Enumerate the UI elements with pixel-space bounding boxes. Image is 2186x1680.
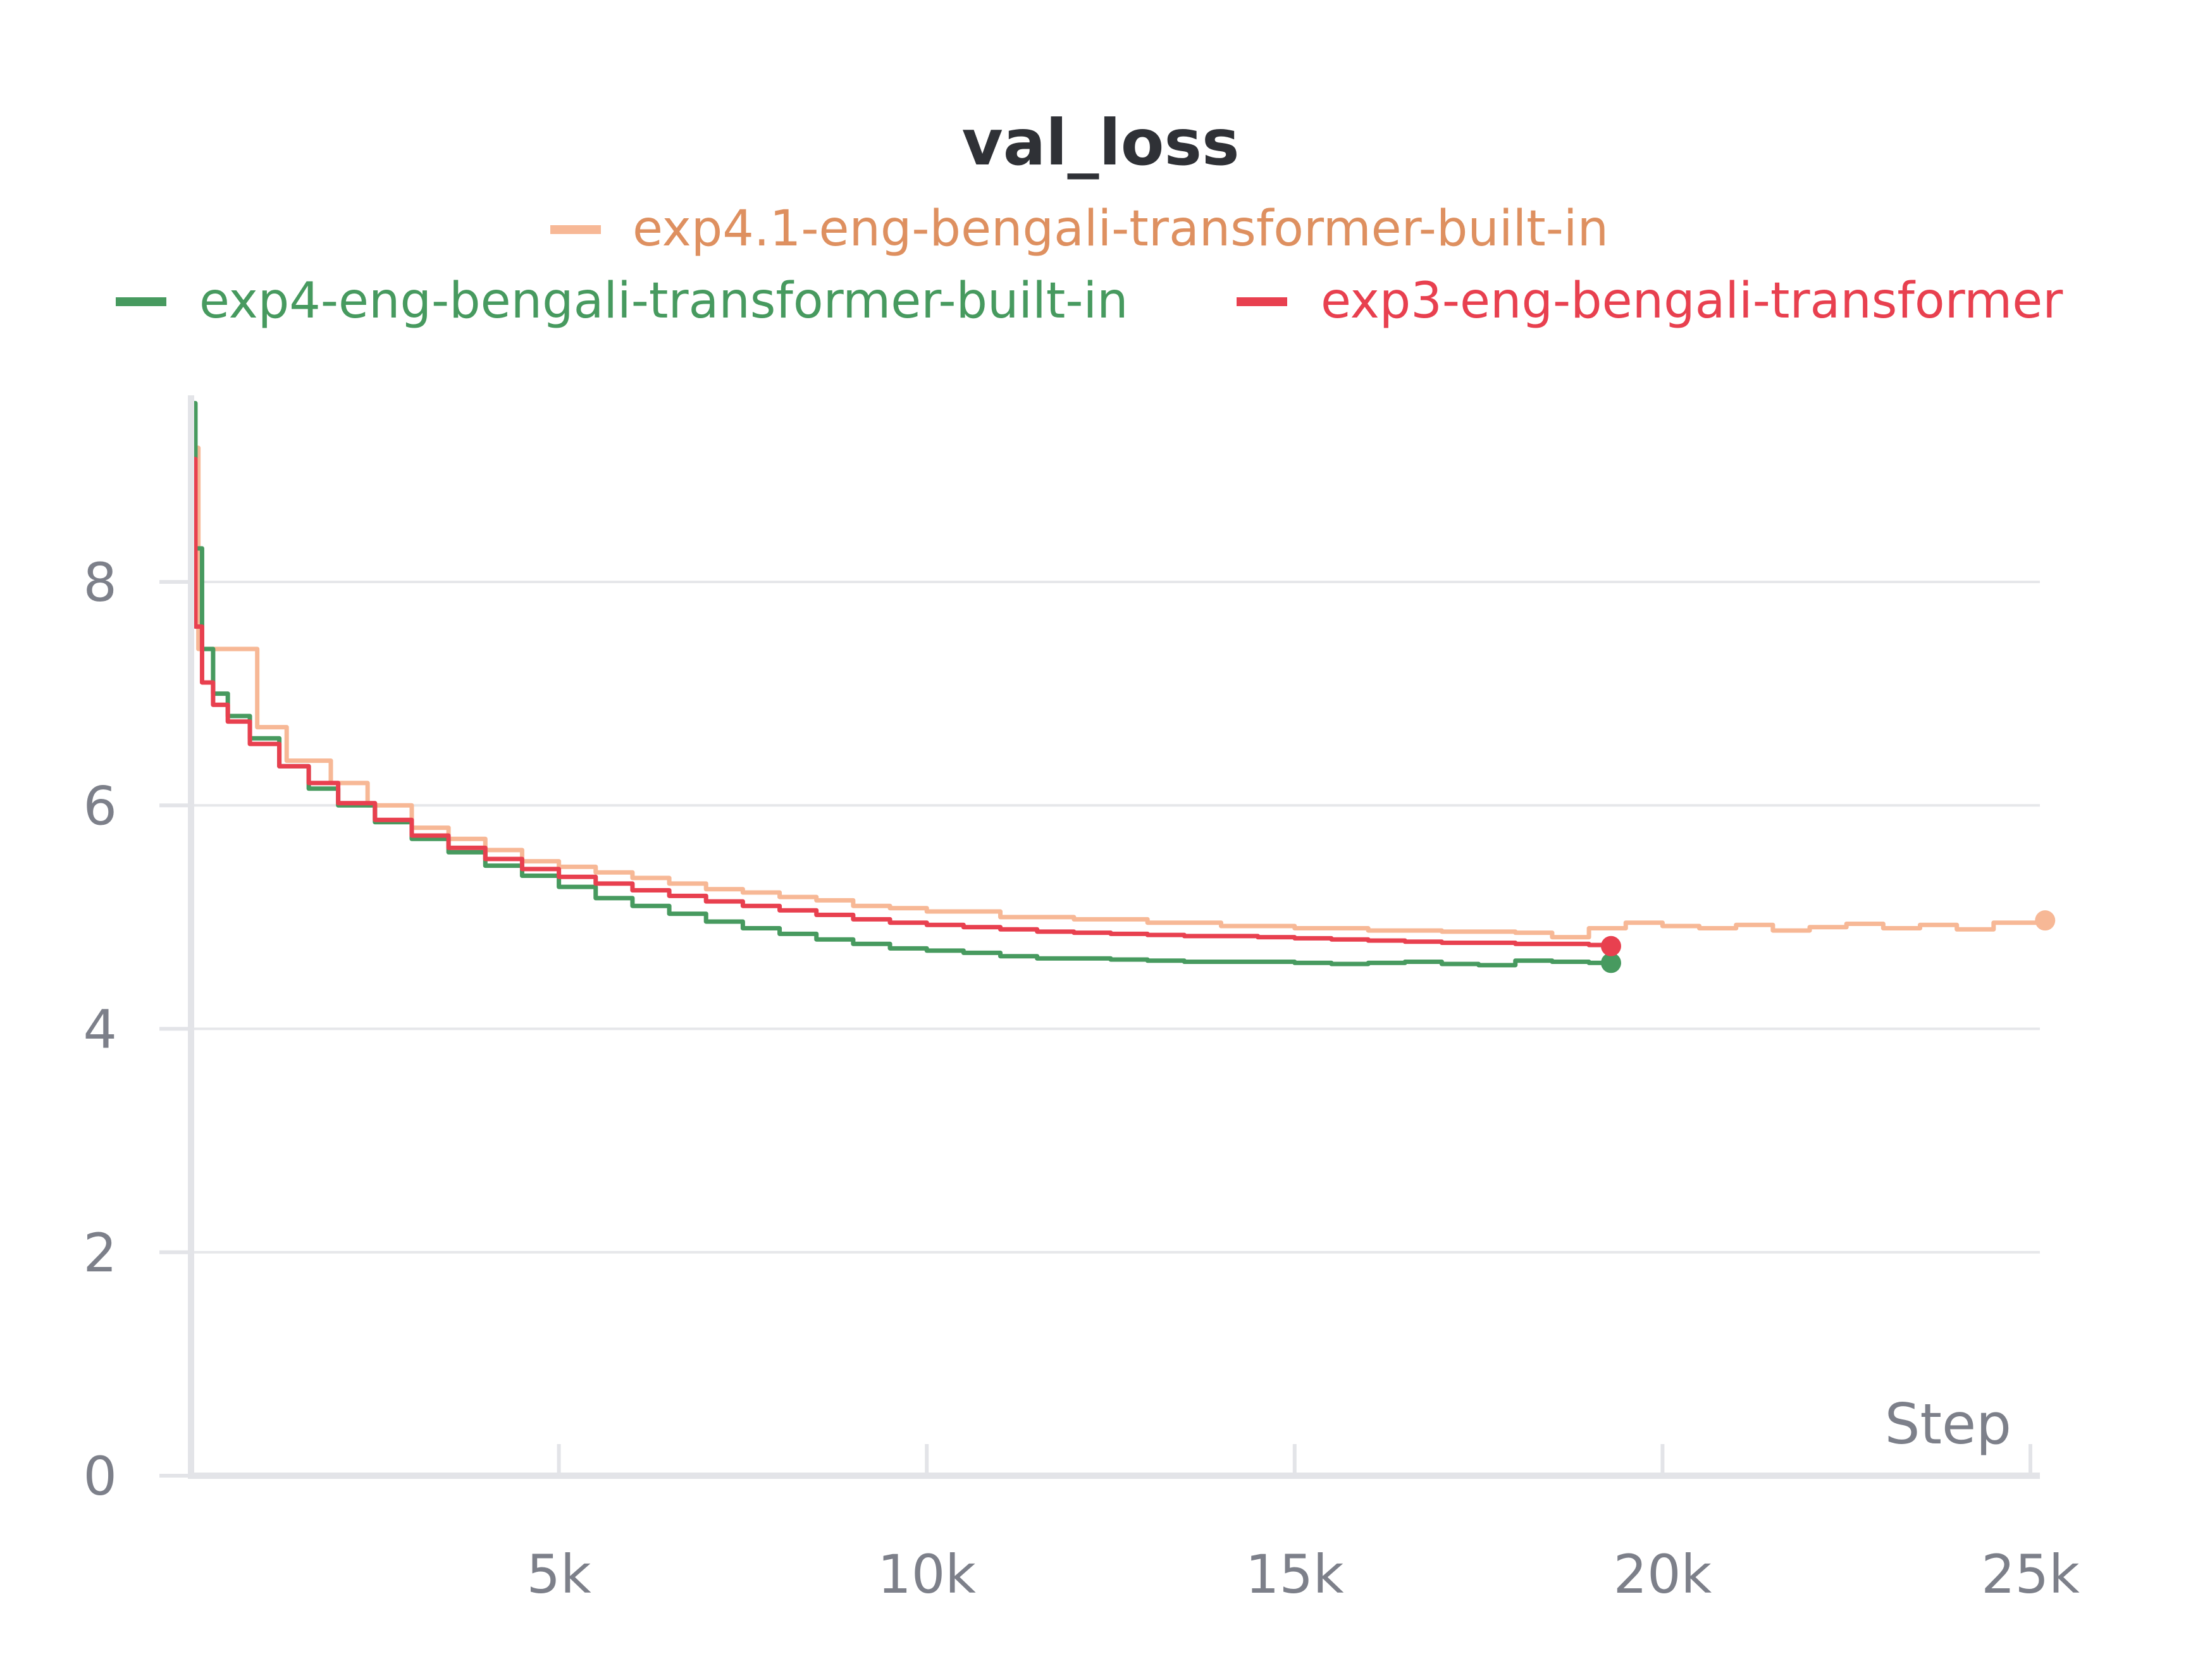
y-tick-label: 6 [83,775,117,837]
y-tick-label: 4 [83,999,117,1061]
series-line [191,445,2047,940]
series-endpoint-marker [1600,953,1621,973]
x-tick-label: 25k [1981,1543,2080,1605]
gridlines [191,581,2040,1254]
legend-label: exp4-eng-bengali-transformer-built-in [199,273,1128,330]
y-tick-label: 8 [83,552,117,614]
legend-label: exp4.1-eng-bengali-transformer-built-in [633,201,1609,257]
series-endpoint-marker [1600,936,1621,956]
x-axis-title: Step [1885,1392,2011,1457]
series-line [191,457,1614,948]
x-tick-label: 15k [1245,1543,1344,1605]
chart-title: val_loss [962,106,1240,180]
series-endpoint-marker [2035,910,2056,931]
legend-label: exp3-eng-bengali-transformer [1321,273,2063,330]
axis-ticks: 0 2 4 6 8 5k 10k 15k 20k 25k [83,552,2080,1605]
x-tick-label: 20k [1614,1543,1712,1605]
y-tick-label: 0 [83,1445,117,1507]
series-endpoints [1600,910,2056,973]
x-tick-label: 5k [527,1543,591,1605]
legend: exp4.1-eng-bengali-transformer-built-in e… [116,201,2063,330]
series-line [191,400,1611,968]
series-lines [191,400,2047,968]
x-tick-label: 10k [877,1543,976,1605]
y-tick-label: 2 [83,1222,117,1284]
